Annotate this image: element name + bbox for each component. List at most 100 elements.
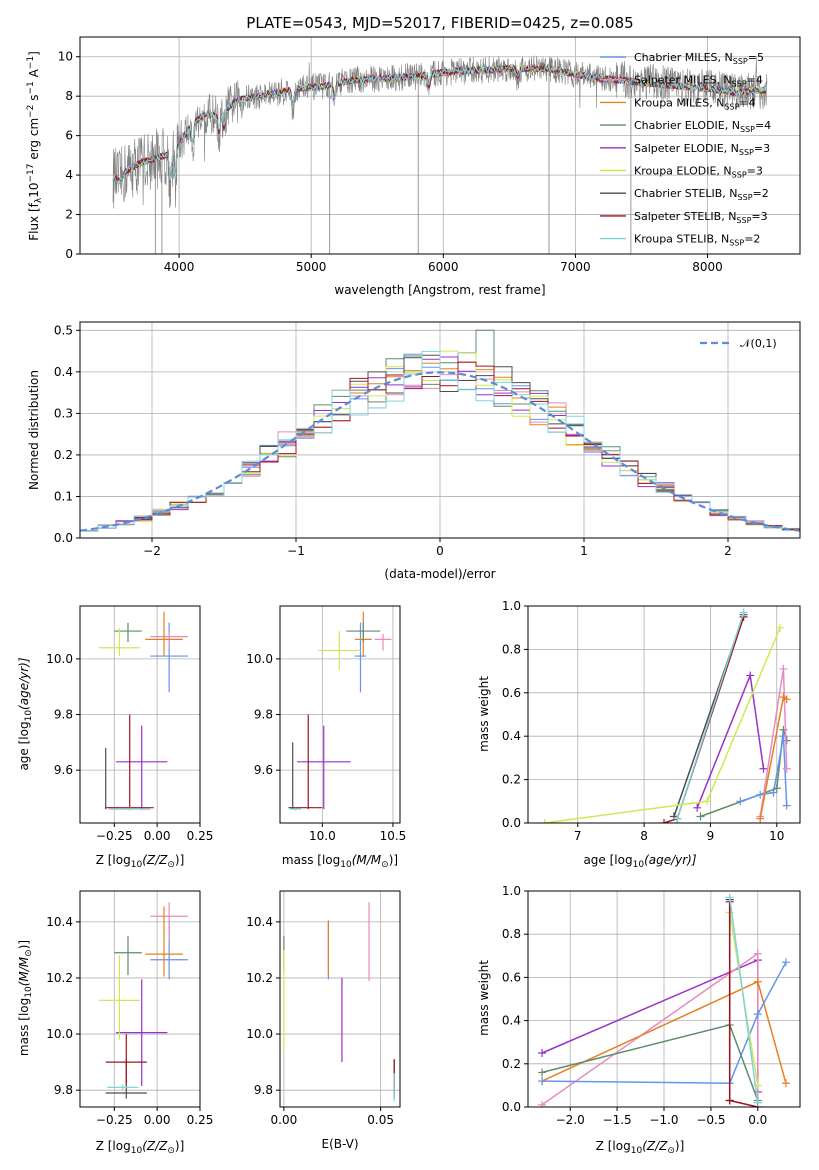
mass_weight_vs_Z-axes: −2.0 −1.5 −1.0 −0.5 0.0 0.0 0.2 0.4 0.6 0.8 1.0 bbox=[502, 884, 801, 1127]
mass_weight_vs_Z-ytick-label: 0.0 bbox=[502, 1100, 521, 1114]
residuals-ytick-label: 0.2 bbox=[54, 448, 73, 462]
mass_weight_vs_Z-line-chabrier_miles bbox=[542, 961, 787, 1084]
mass_weight_vs_Z-marker-kroupa_stelib bbox=[725, 893, 734, 902]
mwz-ylabel: mass weight bbox=[477, 960, 491, 1036]
histogram-salpeter_stelib bbox=[80, 361, 800, 532]
mass_weight_vs_Z-frame bbox=[527, 890, 801, 1108]
age_vs_mass-ytick-label: 10.0 bbox=[246, 652, 273, 666]
residuals-ytick-label: 0.0 bbox=[54, 531, 73, 545]
mass_vs_ebv-xtick-label: 0.00 bbox=[271, 1113, 298, 1127]
age_vs_Z-plot-area bbox=[98, 611, 188, 811]
spectrum-title: PLATE=0543, MJD=52017, FIBERID=0425, z=0… bbox=[246, 14, 633, 32]
age_vs_Z-axes: −0.25 0.00 0.25 9.6 9.8 10.0 bbox=[46, 605, 213, 843]
mwz-xlabel: Z [log10(Z/Z⊙)] bbox=[596, 1139, 685, 1156]
legend-label-kroupa_elodie: Kroupa ELODIE, NSSP=3 bbox=[634, 165, 763, 180]
mass_vs_ebv-ytick-label: 10.2 bbox=[246, 971, 273, 985]
mass_weight_vs_age-line-salpeter_elodie bbox=[696, 672, 765, 809]
mass_weight_vs_age-marker-kroupa_miles bbox=[756, 814, 765, 823]
mass_vs_ebv-ytick-label: 10.4 bbox=[246, 915, 273, 929]
mass_weight_vs_age-line-kroupa_elodie bbox=[544, 627, 781, 823]
mass_weight_vs_Z-xtick-label: 0.0 bbox=[748, 1113, 767, 1127]
mass_weight_vs_age-marker-chabrier_elodie bbox=[696, 812, 705, 821]
mass_vs_ebv-ytick-label: 9.8 bbox=[254, 1083, 273, 1097]
mass_weight_vs_Z-ytick-label: 0.8 bbox=[502, 927, 521, 941]
age_vs_mass-xtick-label: 10.5 bbox=[380, 829, 407, 843]
legend-label-chabrier_miles: Chabrier MILES, NSSP=5 bbox=[634, 51, 764, 66]
mass_weight_vs_age-marker-salpeter_elodie bbox=[746, 671, 755, 680]
mass_weight_vs_Z-ytick-label: 0.2 bbox=[502, 1057, 521, 1071]
spectrum-plot-area bbox=[112, 55, 768, 254]
residuals-legend: 𝒩(0,1) bbox=[700, 337, 777, 350]
spectrum-ytick-label: 6 bbox=[65, 129, 73, 143]
mass_vs_Z-ytick-label: 10.0 bbox=[46, 1027, 73, 1041]
agemass-xlabel: mass [log10(M/M⊙)] bbox=[282, 853, 398, 870]
massz-ylabel: mass [log10(M/M⊙)] bbox=[17, 940, 34, 1056]
age_vs_Z-xtick-label: 0.00 bbox=[144, 829, 171, 843]
residuals-ytick-label: 0.1 bbox=[54, 489, 73, 503]
mass_weight_vs_Z-xtick-label: −2.0 bbox=[556, 1113, 585, 1127]
massebv-xlabel: E(B-V) bbox=[321, 1137, 358, 1151]
residual-ylabel: Normed distribution bbox=[27, 370, 41, 490]
residuals-xtick-label: 2 bbox=[724, 544, 732, 558]
mass_weight_vs_age-ytick-label: 1.0 bbox=[502, 599, 521, 613]
mass_vs_ebv-frame bbox=[279, 890, 401, 1108]
legend-label-gauss: 𝒩(0,1) bbox=[740, 337, 777, 350]
mass_weight_vs_age-marker-kroupa_elodie bbox=[776, 623, 785, 632]
mass_weight_vs_Z-marker-salpeter_elodie bbox=[538, 1049, 547, 1057]
mass_weight_vs_age-ytick-label: 0.6 bbox=[502, 686, 521, 700]
mass_weight_vs_Z-xtick-label: −0.5 bbox=[696, 1113, 725, 1127]
legend-label-salpeter_elodie: Salpeter ELODIE, NSSP=3 bbox=[634, 142, 770, 157]
spectrum-model-salpeter_stelib bbox=[112, 63, 767, 183]
spectrum-data-line bbox=[112, 55, 768, 209]
residuals-plot-area bbox=[80, 329, 800, 532]
spectrum-ytick-label: 0 bbox=[65, 247, 73, 261]
mass_weight_vs_Z-plot-area bbox=[538, 893, 790, 1107]
legend-label-kroupa_stelib: Kroupa STELIB, NSSP=2 bbox=[634, 233, 760, 248]
spectrum-xtick-label: 5000 bbox=[296, 260, 327, 274]
spectrum-xtick-label: 6000 bbox=[428, 260, 459, 274]
mass_weight_vs_Z-marker-chabrier_miles bbox=[753, 1010, 762, 1019]
mass_vs_Z-ytick-label: 9.8 bbox=[54, 1083, 73, 1097]
mass_weight_vs_age-frame bbox=[527, 605, 801, 824]
mass_weight_vs_age-line-chabrier_elodie bbox=[700, 729, 788, 818]
mass_vs_Z-xtick-label: −0.25 bbox=[96, 1113, 133, 1127]
residual-xlabel: (data-model)/error bbox=[384, 567, 495, 581]
legend-label-chabrier_elodie: Chabrier ELODIE, NSSP=4 bbox=[634, 119, 771, 134]
mass_weight_vs_age-marker-salpeter_stelib bbox=[660, 819, 668, 823]
mass_vs_ebv-axes: 0.00 0.05 9.8 10.0 10.2 10.4 bbox=[246, 890, 401, 1127]
mass_weight_vs_Z-marker-kroupa_miles bbox=[753, 977, 762, 986]
residuals-ytick-label: 0.4 bbox=[54, 365, 73, 379]
agez-ylabel: age [log10(age/yr)] bbox=[17, 657, 34, 770]
spectrum-legend: Chabrier MILES, NSSP=5 Salpeter MILES, NS… bbox=[600, 51, 771, 248]
spectrum-xtick-label: 8000 bbox=[692, 260, 723, 274]
mass_weight_vs_Z-xtick-label: −1.5 bbox=[603, 1113, 632, 1127]
mass_vs_ebv-plot-area bbox=[283, 902, 395, 1102]
mass_vs_Z-xtick-label: 0.25 bbox=[187, 1113, 214, 1127]
mass_weight_vs_Z-ytick-label: 0.6 bbox=[502, 970, 521, 984]
mass_weight_vs_age-marker-chabrier_miles bbox=[782, 801, 791, 810]
mwage-ylabel: mass weight bbox=[477, 676, 491, 752]
mass_weight_vs_Z-marker-salpeter_miles bbox=[753, 949, 762, 958]
mass_weight_vs_Z-ytick-label: 1.0 bbox=[502, 884, 521, 898]
mass_weight_vs_Z-line-chabrier_elodie bbox=[541, 1024, 759, 1101]
mass_weight_vs_age-plot-area bbox=[540, 608, 791, 823]
age_vs_Z-ytick-label: 10.0 bbox=[46, 652, 73, 666]
age_vs_mass-plot-area bbox=[288, 611, 392, 811]
mass_weight_vs_age-xtick-label: 9 bbox=[707, 829, 715, 843]
mass_weight_vs_age-xtick-label: 7 bbox=[574, 829, 582, 843]
residuals-axes: −2 −1 0 1 2 0.0 0.1 0.2 0.3 0.4 0.5 𝒩(0,1) bbox=[54, 321, 801, 558]
age_vs_mass-ytick-label: 9.8 bbox=[254, 708, 273, 722]
mass_weight_vs_age-marker-kroupa_elodie bbox=[540, 819, 549, 823]
legend-label-salpeter_miles: Salpeter MILES, NSSP=4 bbox=[634, 74, 763, 89]
mass_weight_vs_age-marker-kroupa_stelib bbox=[673, 814, 682, 823]
mass_weight_vs_age-xtick-label: 8 bbox=[640, 829, 648, 843]
residuals-ytick-label: 0.5 bbox=[54, 323, 73, 337]
age_vs_Z-ytick-label: 9.8 bbox=[54, 708, 73, 722]
spectrum-ytick-label: 2 bbox=[65, 208, 73, 222]
spectrum-ytick-label: 10 bbox=[58, 50, 73, 64]
mass_weight_vs_Z-marker-chabrier_miles bbox=[781, 958, 790, 967]
mass_vs_Z-plot-area bbox=[98, 902, 188, 1099]
agez-xlabel: Z [log10(Z/Z⊙)] bbox=[96, 853, 185, 870]
mass_weight_vs_Z-xtick-label: −1.0 bbox=[649, 1113, 678, 1127]
